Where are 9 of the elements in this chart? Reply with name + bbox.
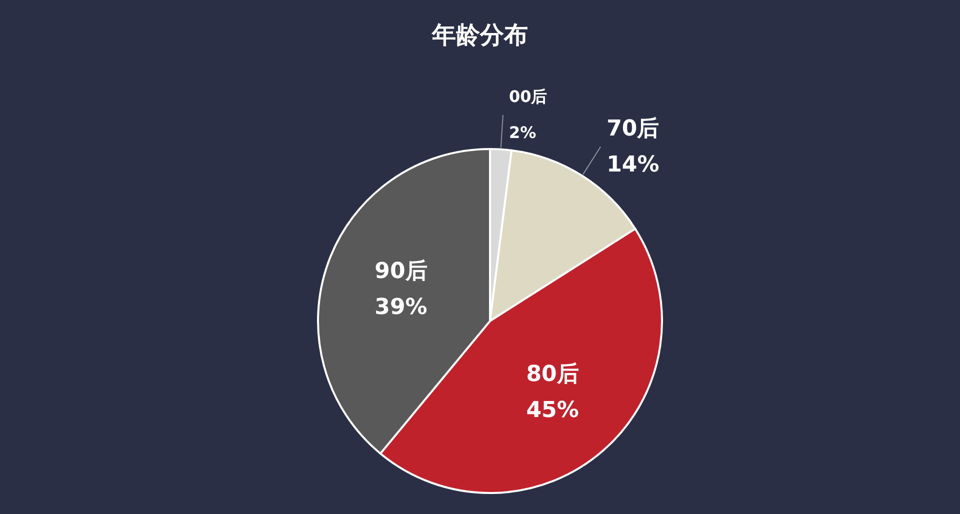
data-label: 45% [526,398,579,423]
slice-label: 00后 [508,87,548,106]
data-label: 39% [374,294,428,320]
data-label: 14% [606,152,660,178]
slice-label: 70后 [606,116,660,142]
slice-label: 80后 [526,362,579,387]
data-label: 2% [508,123,536,142]
chart-title: 年龄分布 [431,21,528,49]
slice-label: 90后 [374,258,428,284]
